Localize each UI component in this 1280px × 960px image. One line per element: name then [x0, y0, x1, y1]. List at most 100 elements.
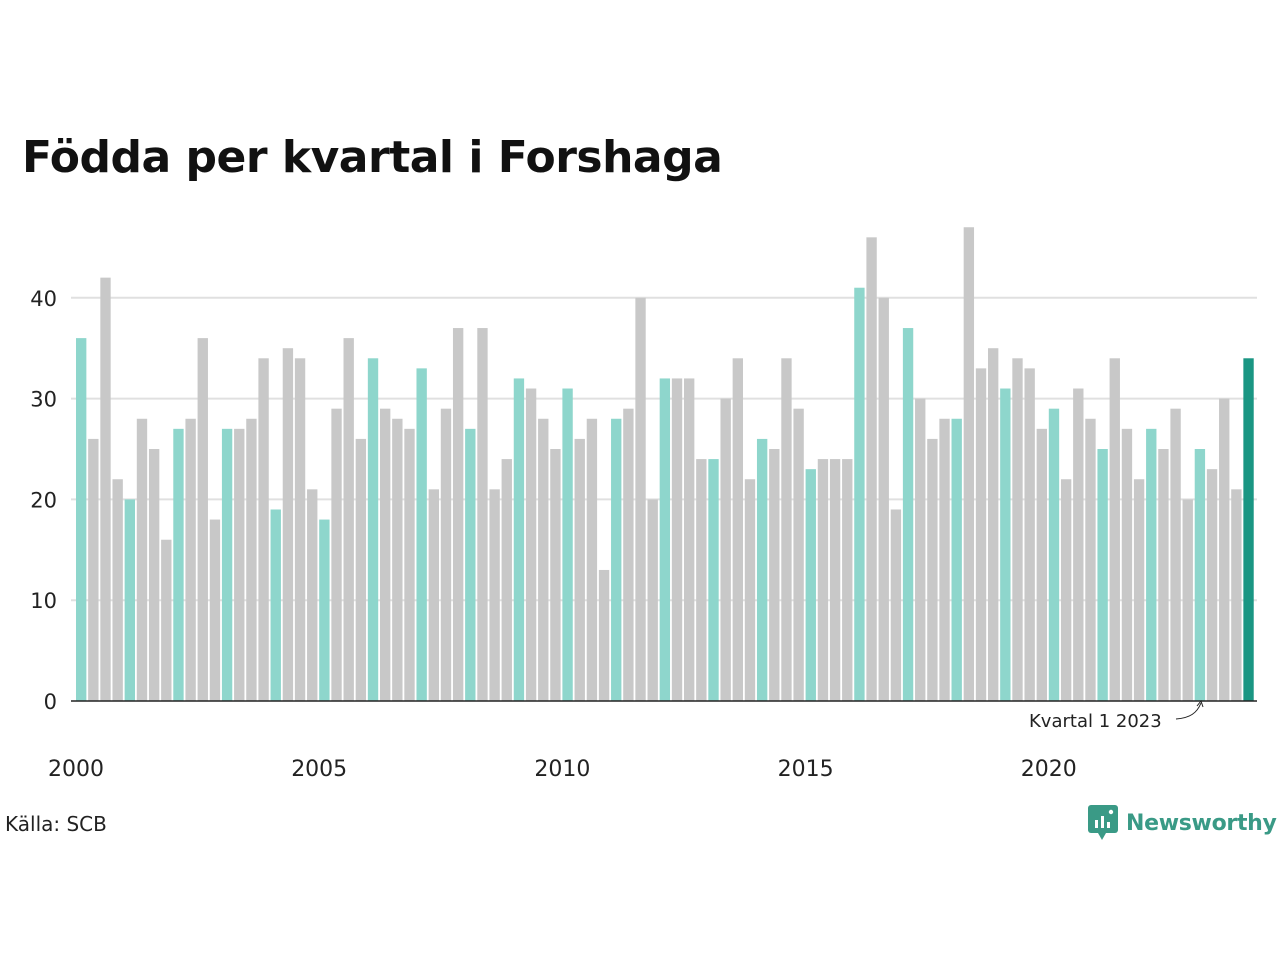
bar-2004-Q4	[307, 489, 318, 701]
bar-2021-Q3	[1121, 428, 1133, 701]
bar-2020-Q2	[1060, 479, 1072, 701]
newsworthy-logo-icon	[1088, 805, 1118, 840]
bar-2010-Q4	[598, 569, 610, 701]
bar-2015-Q2	[817, 459, 829, 701]
bar-2014-Q2	[769, 449, 780, 701]
bar-2019-Q4	[1036, 428, 1047, 701]
bar-2023-Q2	[1206, 469, 1218, 701]
bar-2008-Q4	[501, 459, 512, 701]
bar-2009-Q2	[525, 388, 537, 701]
bar-2015-Q4	[842, 459, 853, 701]
bar-2017-Q3	[927, 438, 938, 701]
bar-chart: 0 10 20 30 40 2000 2005 2010 2015 2020 Kvartal 1…	[30, 227, 1257, 782]
bar-2000-Q1	[76, 338, 87, 701]
bar-2007-Q4	[452, 328, 464, 701]
bar-2004-Q1	[270, 509, 281, 701]
bar-2018-Q1	[951, 418, 962, 701]
bar-2015-Q3	[829, 459, 841, 701]
x-tick-label: 2005	[291, 757, 347, 782]
bar-2022-Q1	[1146, 428, 1157, 701]
bar-2006-Q3	[392, 418, 403, 701]
x-tick-label: 2000	[48, 757, 104, 782]
bar-2002-Q1	[173, 428, 184, 701]
bar-2012-Q3	[684, 378, 695, 701]
x-tick-labels: 2000 2005 2010 2015 2020	[48, 757, 1077, 782]
bar-2017-Q2	[915, 398, 926, 701]
bar-2004-Q2	[282, 348, 294, 701]
bar-2009-Q4	[550, 449, 561, 701]
y-tick-label: 40	[30, 287, 57, 311]
bar-2018-Q4	[988, 348, 999, 701]
bar-2013-Q3	[732, 358, 743, 701]
bar-2016-Q1	[854, 287, 865, 701]
bar-2006-Q4	[404, 428, 415, 701]
bar-2008-Q1	[465, 428, 476, 701]
bar-2020-Q3	[1073, 388, 1084, 701]
annotation: Kvartal 1 2023	[1029, 699, 1204, 732]
bar-2017-Q4	[939, 418, 950, 701]
bar-2013-Q1	[708, 459, 719, 701]
bar-2020-Q1	[1048, 408, 1060, 701]
bar-2008-Q3	[489, 489, 500, 701]
bar-2009-Q1	[513, 378, 525, 701]
bar-2001-Q2	[136, 418, 148, 701]
y-tick-label: 0	[44, 690, 57, 714]
bar-undefined-Q1	[1243, 358, 1254, 701]
bar-2000-Q2	[88, 438, 99, 701]
bar-2023-Q4	[1231, 489, 1242, 701]
bar-2012-Q4	[696, 459, 707, 701]
bar-2006-Q2	[380, 408, 391, 701]
brand-name: Newsworthy	[1126, 810, 1277, 836]
bar-2008-Q2	[477, 328, 488, 701]
bar-2007-Q1	[416, 368, 427, 701]
bar-2019-Q2	[1012, 358, 1023, 701]
bar-2022-Q2	[1158, 449, 1169, 701]
bar-2021-Q4	[1133, 479, 1145, 701]
bar-2023-Q3	[1219, 398, 1230, 701]
bar-2016-Q4	[890, 509, 902, 701]
bar-2009-Q3	[538, 418, 549, 701]
bar-2015-Q1	[805, 469, 816, 701]
bar-2022-Q4	[1182, 499, 1193, 701]
bar-2011-Q1	[611, 418, 622, 701]
x-tick-label: 2015	[778, 757, 834, 782]
bar-2001-Q4	[161, 539, 172, 701]
y-tick-label: 10	[30, 589, 57, 613]
bars	[76, 227, 1254, 702]
annotation-label: Kvartal 1 2023	[1029, 711, 1162, 732]
source-label: Källa: SCB	[5, 812, 107, 836]
x-tick-label: 2010	[534, 757, 590, 782]
bar-2003-Q2	[234, 428, 245, 701]
bar-2011-Q2	[623, 408, 634, 701]
chart-title: Födda per kvartal i Forshaga	[22, 132, 723, 183]
bar-2014-Q4	[793, 408, 804, 701]
bar-2005-Q4	[355, 438, 367, 701]
bar-2016-Q3	[878, 297, 889, 701]
bar-2002-Q3	[197, 338, 208, 701]
bar-2002-Q2	[185, 418, 196, 701]
annotation-arrow	[1175, 702, 1202, 720]
x-tick-label: 2020	[1021, 757, 1077, 782]
bar-2004-Q3	[294, 358, 306, 701]
bar-2012-Q2	[671, 378, 683, 701]
bar-2018-Q3	[975, 368, 987, 701]
y-tick-label: 30	[30, 388, 57, 412]
brand-logo: Newsworthy	[1088, 803, 1277, 843]
bar-2000-Q3	[100, 277, 111, 701]
bar-2003-Q4	[258, 358, 269, 701]
bar-2001-Q1	[124, 499, 135, 701]
y-tick-label: 20	[30, 488, 57, 512]
bar-2003-Q3	[246, 418, 257, 701]
bar-2022-Q3	[1170, 408, 1181, 701]
y-tick-labels: 0 10 20 30 40	[30, 287, 57, 714]
bar-2019-Q3	[1024, 368, 1035, 701]
bar-2019-Q1	[1000, 388, 1011, 701]
bar-2014-Q3	[781, 358, 792, 701]
bar-2005-Q2	[331, 408, 342, 701]
bar-2007-Q2	[428, 489, 439, 701]
bar-2016-Q2	[866, 237, 877, 701]
bar-2020-Q4	[1085, 418, 1096, 701]
bar-2013-Q4	[744, 479, 756, 701]
bar-2023-Q1	[1194, 449, 1206, 701]
bar-2010-Q1	[562, 388, 573, 701]
